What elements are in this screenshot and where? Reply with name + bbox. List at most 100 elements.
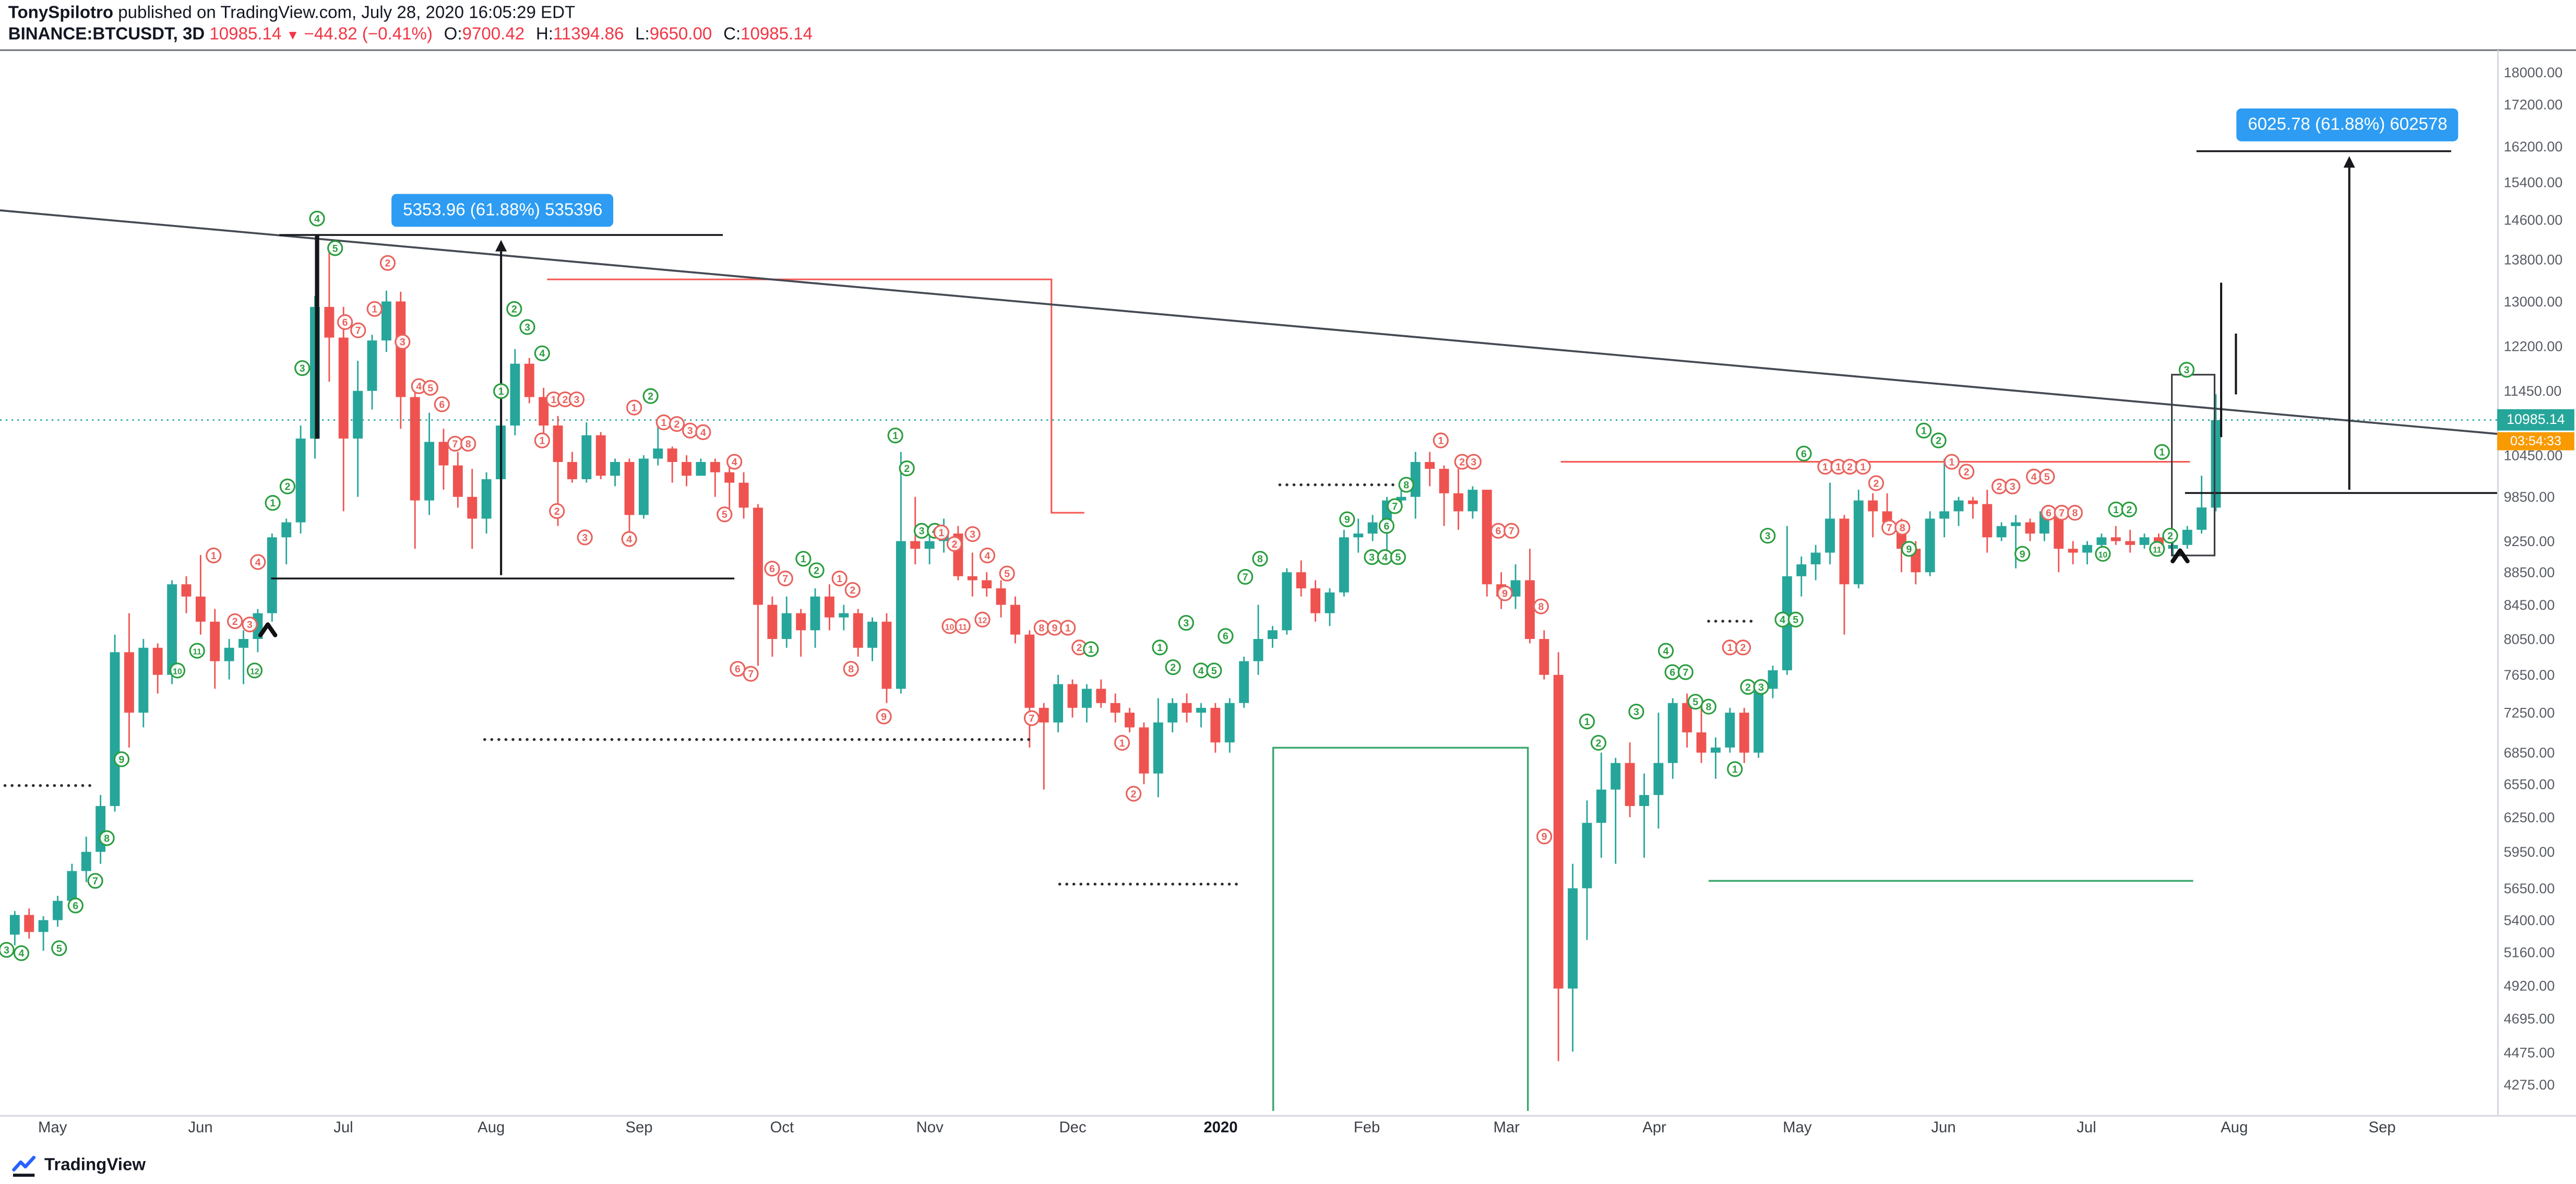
price-axis-label[interactable]: 8450.00: [2503, 597, 2555, 613]
wave-count-number: 3: [582, 532, 588, 543]
price-axis-label[interactable]: 13800.00: [2503, 251, 2562, 267]
price-axis-label[interactable]: 18000.00: [2503, 64, 2562, 80]
price-axis-label[interactable]: 9850.00: [2503, 489, 2555, 505]
wave-count-number: 2: [1745, 682, 1751, 693]
candle-body: [1453, 493, 1463, 512]
candle-body: [1939, 511, 1950, 519]
candle-body: [638, 458, 649, 515]
price-axis-label[interactable]: 4275.00: [2503, 1076, 2555, 1093]
time-axis-label[interactable]: Aug: [2221, 1119, 2248, 1136]
price-axis-label[interactable]: 7650.00: [2503, 667, 2555, 683]
price-axis-label[interactable]: 4920.00: [2503, 978, 2555, 994]
time-axis-label[interactable]: Apr: [1642, 1119, 1666, 1136]
wave-count-circle: [1700, 698, 1716, 715]
candle-body: [982, 580, 992, 589]
time-axis-label[interactable]: Feb: [1353, 1119, 1380, 1136]
candle-body: [667, 448, 677, 462]
price-axis-label[interactable]: 5650.00: [2503, 880, 2555, 896]
wave-count-circle: [493, 383, 509, 399]
wave-count-number: 1: [1088, 644, 1094, 655]
wave-count-number: 6: [1801, 448, 1807, 460]
time-axis-label[interactable]: May: [38, 1119, 67, 1136]
wave-count-circle: [1023, 710, 1040, 726]
price-axis-label[interactable]: 5160.00: [2503, 944, 2555, 960]
wave-count-number: 5: [722, 509, 728, 520]
wave-count-circle: [717, 506, 733, 523]
price-axis-label[interactable]: 15400.00: [2503, 174, 2562, 190]
tradingview-logo-icon[interactable]: [11, 1153, 36, 1177]
price-axis-label[interactable]: 16200.00: [2503, 138, 2562, 155]
wave-count-number: 3: [919, 526, 925, 537]
price-axis-label[interactable]: 8050.00: [2503, 631, 2555, 647]
time-axis-label[interactable]: 2020: [1203, 1119, 1238, 1136]
wave-count-number: 3: [970, 529, 975, 540]
time-axis-label[interactable]: Aug: [478, 1119, 505, 1136]
wave-count-number: 4: [1382, 552, 1388, 563]
fib-extension-label-2[interactable]: 6025.78 (61.88%) 602578: [2236, 108, 2459, 141]
time-axis-label[interactable]: Sep: [2368, 1119, 2396, 1136]
candle-body: [1024, 634, 1035, 708]
time-axis-label[interactable]: Jul: [333, 1119, 353, 1136]
wave-count-number: 9: [2020, 549, 2025, 560]
time-axis-label[interactable]: Nov: [916, 1119, 944, 1136]
fib-extension-label-1[interactable]: 5353.96 (61.88%) 535396: [391, 194, 614, 227]
time-axis-label[interactable]: Dec: [1059, 1119, 1087, 1136]
wave-count-circle: [979, 547, 996, 564]
price-axis-label[interactable]: 5400.00: [2503, 912, 2555, 928]
descending-trendline[interactable]: [0, 209, 2498, 435]
wave-count-number: 7: [1243, 572, 1248, 583]
price-axis-label[interactable]: 6550.00: [2503, 776, 2555, 792]
breakout-candles-box[interactable]: [2171, 374, 2216, 557]
wave-count-number: 5: [427, 383, 433, 394]
candle-body: [1996, 526, 2007, 538]
wave-count-circle: [795, 551, 812, 567]
time-axis-label[interactable]: Oct: [770, 1119, 794, 1136]
time-axis-label[interactable]: Jun: [188, 1119, 213, 1136]
time-axis-label[interactable]: Sep: [625, 1119, 653, 1136]
time-axis-label[interactable]: Jul: [2077, 1119, 2096, 1136]
tradingview-wordmark[interactable]: TradingView: [44, 1155, 146, 1175]
candle-body: [553, 425, 563, 462]
wave-count-number: 1: [892, 430, 898, 442]
wave-count-number: 4: [255, 557, 261, 569]
candle-body: [1853, 500, 1864, 585]
wave-count-circle: [327, 240, 343, 256]
price-axis-label[interactable]: 9250.00: [2503, 533, 2555, 549]
price-axis-label[interactable]: 13000.00: [2503, 293, 2562, 310]
wave-count-circle: [246, 662, 263, 679]
candle-body: [710, 461, 720, 472]
wave-count-number: 2: [2167, 530, 2173, 542]
price-axis-label[interactable]: 11450.00: [2503, 383, 2561, 399]
candle-body: [281, 522, 292, 538]
time-axis[interactable]: May Jun Jul Aug Sep Oct Nov Dec 2020 Feb Mar Apr May…: [0, 1116, 2576, 1142]
price-axis-label[interactable]: 6850.00: [2503, 744, 2555, 761]
price-axis-label[interactable]: 5950.00: [2503, 844, 2555, 860]
candle-body: [524, 363, 534, 397]
price-axis-label[interactable]: 4695.00: [2503, 1011, 2555, 1027]
direction-down-icon: ▼: [286, 28, 300, 43]
open-label: O:: [444, 25, 462, 44]
price-axis-label[interactable]: 4475.00: [2503, 1044, 2555, 1060]
candle-body: [1582, 823, 1592, 889]
price-axis-label[interactable]: 8850.00: [2503, 564, 2555, 581]
candle-body: [1081, 689, 1092, 708]
time-axis-label[interactable]: May: [1783, 1119, 1812, 1136]
wave-count-number: 2: [952, 539, 958, 550]
open-value: 9700.42: [462, 25, 525, 44]
wave-count-circle: [808, 562, 825, 578]
price-axis-label[interactable]: 14600.00: [2503, 211, 2562, 228]
price-axis-label[interactable]: 6250.00: [2503, 809, 2555, 825]
time-axis-label[interactable]: Jun: [1931, 1119, 1956, 1136]
price-axis-label[interactable]: 12200.00: [2503, 338, 2562, 354]
time-axis-label[interactable]: Mar: [1493, 1119, 1520, 1136]
price-axis-label[interactable]: 7250.00: [2503, 705, 2555, 721]
wave-count-number: 1: [1065, 622, 1071, 634]
symbol-interval[interactable]: BINANCE:BTCUSDT, 3D: [8, 25, 205, 44]
price-axis-label[interactable]: 17200.00: [2503, 96, 2562, 112]
candle-body: [38, 920, 49, 932]
candle-body: [881, 621, 892, 689]
wave-count-number: 5: [1211, 665, 1217, 677]
wave-count-circle: [1252, 551, 1268, 567]
wave-count-circle: [1727, 761, 1743, 777]
